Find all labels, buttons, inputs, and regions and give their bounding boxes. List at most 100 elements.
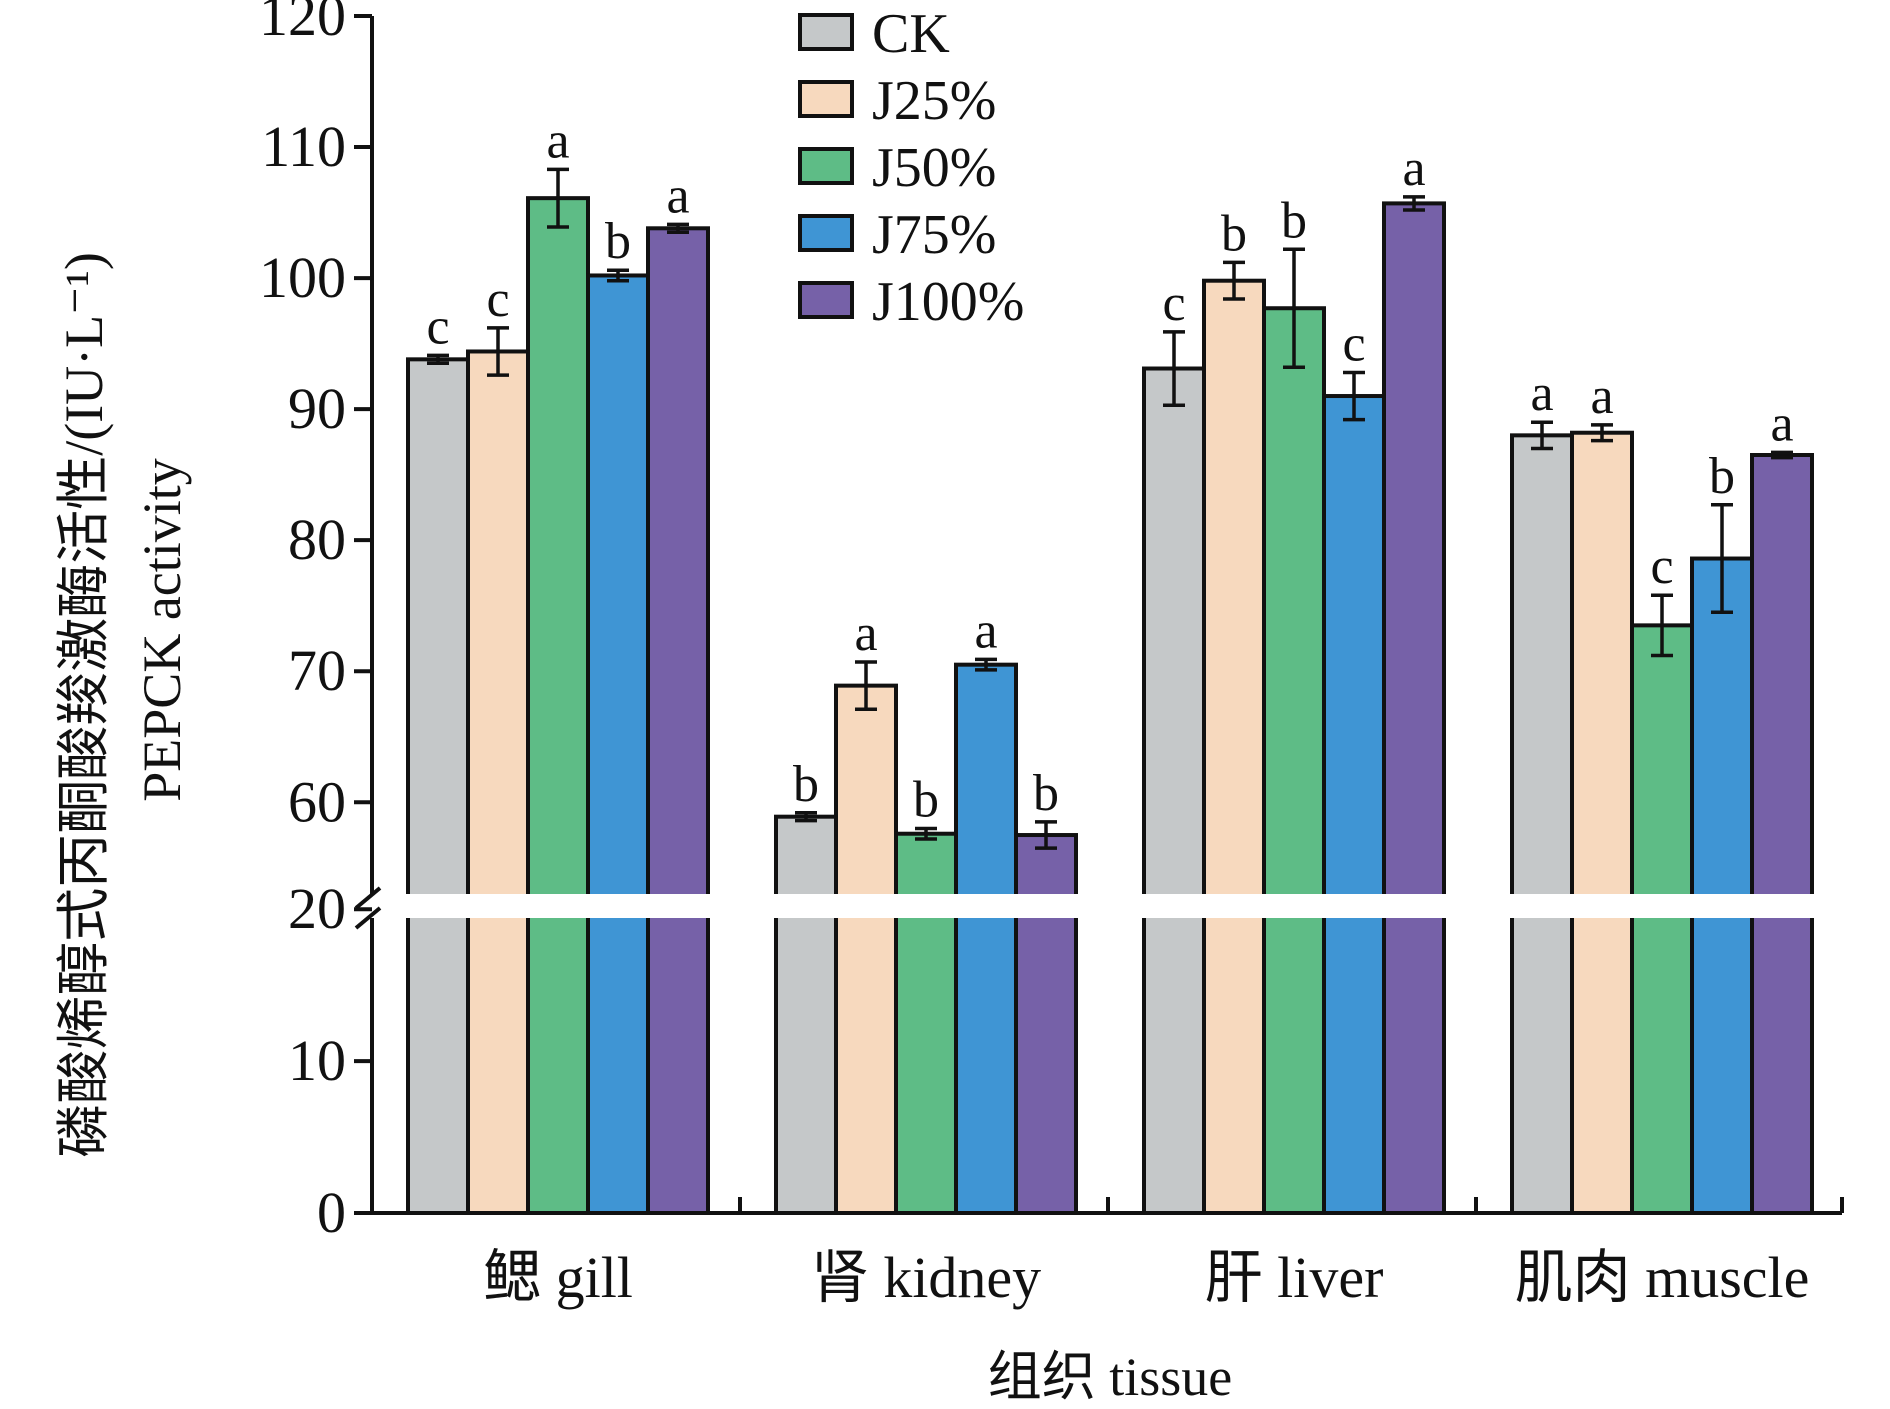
error-bar-1-2 [487, 326, 509, 377]
sig-label-4-2: a [1590, 368, 1613, 425]
legend-swatch-4 [798, 214, 854, 252]
error-bar-3-5 [1403, 195, 1425, 212]
sig-label-3-2: b [1221, 205, 1247, 262]
bar-2-2 [834, 683, 898, 1215]
bar-1-2 [466, 349, 530, 1216]
legend-swatch-2 [798, 80, 854, 118]
bar-2-1 [774, 814, 838, 1215]
bar-3-2 [1202, 278, 1266, 1215]
axis-break-marks [354, 886, 382, 930]
y-tick-label-9: 110 [261, 114, 346, 179]
sig-label-3-1: c [1162, 275, 1185, 332]
legend-item-2: J25% [798, 70, 996, 132]
category-label-4: 肌肉 muscle [1515, 1245, 1810, 1310]
legend-swatch-5 [798, 281, 854, 319]
error-bar-2-1 [795, 811, 817, 823]
axis-break-layer [354, 886, 1852, 930]
y-tick-label-6: 80 [288, 507, 346, 572]
y-tick-label-7: 90 [288, 376, 346, 441]
y-axis-title-chinese: 磷酸烯醇式丙酮酸羧激酶活性/(IU·L⁻¹) [54, 252, 114, 1158]
legend-label-4: J75% [872, 204, 996, 266]
legend-swatch-3 [798, 147, 854, 185]
error-bar-3-3 [1283, 247, 1305, 369]
sig-label-4-4: b [1709, 448, 1735, 505]
sig-label-1-4: b [605, 213, 631, 270]
category-label-2: 肾 kidney [811, 1245, 1041, 1310]
sig-label-2-4: a [974, 602, 997, 659]
bar-3-5 [1382, 201, 1446, 1215]
bar-4-5 [1750, 453, 1814, 1215]
bar-1-3 [526, 196, 590, 1216]
sig-label-1-2: c [486, 271, 509, 328]
legend-label-3: J50% [872, 137, 996, 199]
legend-label-1: CK [872, 3, 950, 65]
bar-3-3 [1262, 306, 1326, 1215]
error-bars-layer [427, 167, 1793, 850]
axes-layer: 0 10 20 60 70 80 90 100 110 120 鳃 gill 肾 kidney 肝 li… [259, 0, 1844, 1310]
sig-label-4-1: a [1530, 365, 1553, 422]
legend-item-5: J100% [798, 271, 1024, 333]
y-tick-label-8: 100 [259, 245, 346, 310]
legend-item-1: CK [798, 3, 950, 65]
axis-break-gap [362, 894, 1852, 918]
error-bar-1-4 [607, 268, 629, 283]
bar-3-4 [1322, 394, 1386, 1215]
bar-4-1 [1510, 433, 1574, 1216]
bars-layer [406, 196, 1814, 1216]
bar-2-4 [954, 662, 1018, 1215]
sig-label-1-1: c [426, 298, 449, 355]
legend-swatch-1 [798, 13, 854, 51]
error-bar-2-3 [915, 826, 937, 841]
error-bar-4-2 [1591, 423, 1613, 443]
legend-label-2: J25% [872, 70, 996, 132]
bar-2-3 [894, 831, 958, 1216]
sig-label-3-3: b [1281, 192, 1307, 249]
legend-item-3: J50% [798, 137, 996, 199]
bar-4-3 [1630, 623, 1694, 1215]
error-bar-4-4 [1711, 503, 1733, 615]
error-bar-4-1 [1531, 420, 1553, 451]
category-label-3: 肝 liver [1205, 1245, 1384, 1310]
error-bar-1-5 [667, 222, 689, 234]
legend-item-4: J75% [798, 204, 996, 266]
sig-label-2-5: b [1033, 765, 1059, 822]
bar-2-5 [1014, 833, 1078, 1215]
error-bar-3-4 [1343, 370, 1365, 422]
y-tick-label-4: 60 [288, 769, 346, 834]
x-axis-title: 组织 tissue [988, 1347, 1233, 1407]
y-axis-title-english: PEPCK activity [132, 458, 192, 802]
sig-label-3-4: c [1342, 315, 1365, 372]
y-tick-label-10: 120 [259, 0, 346, 48]
bar-3-1 [1142, 366, 1206, 1215]
sig-label-1-5: a [666, 167, 689, 224]
sig-label-2-2: a [854, 605, 877, 662]
sig-label-3-5: a [1402, 140, 1425, 197]
legend-label-5: J100% [872, 271, 1024, 333]
error-bar-3-2 [1223, 260, 1245, 301]
sig-label-4-3: c [1650, 538, 1673, 595]
error-bar-4-5 [1771, 450, 1793, 460]
error-bar-4-3 [1651, 593, 1673, 658]
sig-label-2-3: b [913, 771, 939, 828]
bar-4-4 [1690, 556, 1754, 1215]
error-bar-2-4 [975, 657, 997, 672]
sig-label-2-1: b [793, 756, 819, 813]
y-tick-label-2: 10 [288, 1028, 346, 1093]
bar-1-5 [646, 226, 710, 1215]
bar-1-4 [586, 273, 650, 1216]
error-bar-2-2 [855, 660, 877, 711]
error-bar-2-5 [1035, 820, 1057, 850]
sig-label-4-5: a [1770, 395, 1793, 452]
y-tick-label-3: 20 [288, 876, 346, 941]
error-bar-1-3 [547, 167, 569, 229]
error-bar-1-1 [427, 353, 449, 366]
y-tick-label-5: 70 [288, 638, 346, 703]
bar-4-2 [1570, 430, 1634, 1215]
sig-label-1-3: a [546, 112, 569, 169]
bar-1-1 [406, 357, 470, 1215]
y-tick-label-1: 0 [317, 1180, 346, 1245]
category-label-1: 鳃 gill [483, 1245, 633, 1310]
